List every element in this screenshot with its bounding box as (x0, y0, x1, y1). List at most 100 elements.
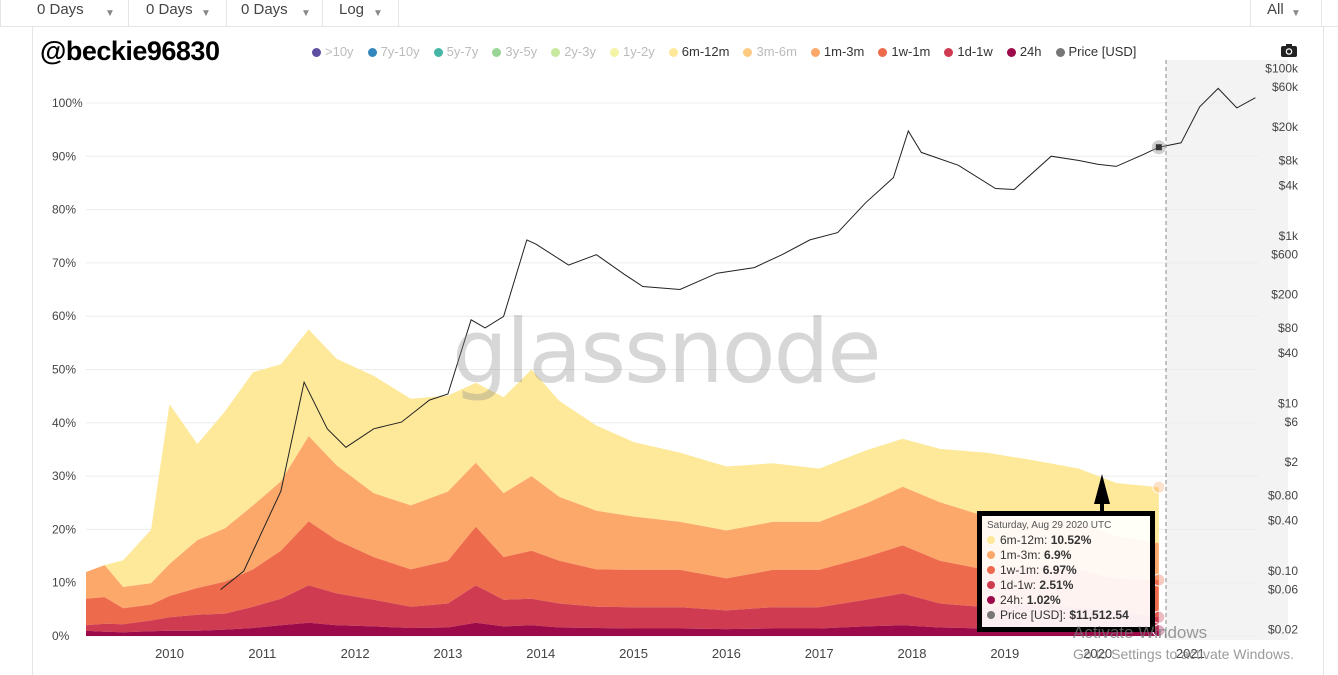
range-select-1-label: 0 Days (37, 1, 84, 18)
y-right-tick-label: $8k (1279, 153, 1299, 167)
tooltip-row: Price [USD]: $11,512.54 (987, 608, 1145, 623)
y-right-tick-label: $60k (1272, 80, 1299, 94)
legend-item[interactable]: 1w-1m (878, 44, 930, 59)
chevron-down-icon: ▼ (105, 8, 115, 19)
range-select-2[interactable]: 0 Days ▼ (129, 0, 227, 26)
toolbar: 0 Days ▼ 0 Days ▼ 0 Days ▼ Log ▼ All ▼ (0, 0, 1338, 27)
legend-item[interactable]: 1y-2y (609, 44, 655, 59)
legend-item[interactable]: 7y-10y (367, 44, 420, 59)
y-right-tick-label: $2 (1285, 455, 1299, 469)
tooltip-value: 6.9% (1044, 548, 1072, 562)
legend-dot-icon (433, 48, 443, 57)
tooltip-label: 1w-1m: (1000, 563, 1043, 577)
chart-panel (32, 27, 1324, 675)
x-tick-label: 2011 (248, 646, 276, 661)
tooltip-dot-icon (987, 596, 995, 604)
legend-label: 24h (1019, 44, 1042, 59)
y-right-tick-label: $0.40 (1268, 514, 1298, 528)
chart-legend: >10y 7y-10y 5y-7y 3y-5y 2y-3y 1y-2y 6m-12m 3m-6… (312, 44, 1150, 62)
x-tick-label: 2010 (155, 646, 184, 661)
x-tick-label: 2012 (341, 646, 370, 661)
legend-label: 5y-7y (446, 44, 479, 59)
x-tick-label: 2019 (990, 646, 1019, 661)
activate-windows-hint: Go to Settings to activate Windows. (1073, 646, 1294, 662)
range-select-3[interactable]: 0 Days ▼ (227, 0, 323, 26)
tooltip-dot-icon (987, 536, 995, 544)
legend-label: >10y (325, 44, 354, 59)
tooltip-dot-icon (987, 581, 995, 589)
legend-item[interactable]: 5y-7y (433, 44, 479, 59)
x-tick-label: 2021 (1176, 646, 1205, 661)
price-line (220, 87, 1256, 590)
tooltip-dot-icon (987, 611, 995, 619)
username-overlay: @beckie96830 (40, 36, 220, 66)
chart-tooltip: Saturday, Aug 29 2020 UTC 6m-12m: 10.52%… (977, 511, 1155, 632)
camera-icon[interactable] (1281, 44, 1297, 57)
tooltip-label: 24h: (1000, 593, 1027, 607)
legend-item[interactable]: Price [USD] (1055, 44, 1136, 59)
period-select[interactable]: All ▼ (1250, 0, 1322, 26)
y-right-tick-label: $4k (1279, 179, 1299, 193)
tooltip-row: 6m-12m: 10.52% (987, 533, 1145, 548)
legend-label: 3m-6m (756, 44, 797, 59)
annotation-arrow-icon (1094, 474, 1110, 514)
area-1m-3m (86, 436, 1159, 609)
y-right-tick-label: $0.80 (1268, 488, 1298, 502)
range-select-3-label: 0 Days (241, 1, 288, 18)
y-left-tick-label: 80% (52, 203, 76, 217)
chevron-down-icon: ▼ (301, 8, 311, 19)
area-6m-12m (86, 329, 1159, 587)
legend-item[interactable]: >10y (312, 44, 354, 59)
y-right-tick-label: $100k (1265, 62, 1299, 76)
legend-item[interactable]: 2y-3y (551, 44, 596, 59)
legend-dot-icon (1055, 48, 1065, 57)
legend-item[interactable]: 1d-1w (944, 44, 993, 59)
y-left-tick-label: 20% (52, 522, 76, 536)
legend-item[interactable]: 1m-3m (810, 44, 865, 59)
series-hover-marker (1152, 480, 1166, 494)
legend-item[interactable]: 3m-6m (743, 44, 797, 59)
y-left-tick-label: 60% (52, 309, 76, 323)
tooltip-row: 1w-1m: 6.97% (987, 563, 1145, 578)
y-left-tick-label: 30% (52, 469, 76, 483)
scale-select-label: Log (339, 1, 365, 18)
legend-label: 6m-12m (681, 44, 730, 59)
y-left-tick-label: 10% (52, 576, 76, 590)
legend-label: 1d-1w (957, 44, 993, 59)
legend-label: 1y-2y (622, 44, 655, 59)
y-right-tick-label: $20k (1272, 120, 1299, 134)
tooltip-dot-icon (987, 566, 995, 574)
legend-dot-icon (367, 48, 377, 57)
legend-item[interactable]: 3y-5y (492, 44, 537, 59)
chevron-down-icon: ▼ (201, 8, 211, 19)
tooltip-label: Price [USD]: (1000, 608, 1070, 622)
legend-item[interactable]: 6m-12m (668, 44, 730, 59)
y-right-tick-label: $80 (1278, 321, 1298, 335)
legend-dot-icon (609, 48, 619, 57)
x-tick-label: 2017 (805, 646, 834, 661)
chevron-down-icon: ▼ (373, 8, 383, 19)
price-hover-marker (1155, 144, 1162, 151)
legend-dot-icon (1006, 48, 1016, 57)
tooltip-row: 1m-3m: 6.9% (987, 548, 1145, 563)
legend-dot-icon (668, 48, 678, 57)
legend-label: 1m-3m (823, 44, 865, 59)
legend-dot-icon (810, 48, 820, 57)
activate-windows-title: Activate Windows (1073, 623, 1208, 642)
legend-dot-icon (312, 48, 321, 57)
tooltip-row: 1d-1w: 2.51% (987, 578, 1145, 593)
hover-band (1166, 60, 1288, 640)
y-right-tick-label: $0.02 (1268, 623, 1298, 637)
y-left-tick-label: 40% (52, 416, 76, 430)
legend-item[interactable]: 24h (1006, 44, 1042, 59)
legend-label: 7y-10y (380, 44, 420, 59)
range-select-1[interactable]: 0 Days ▼ (0, 0, 129, 26)
scale-select[interactable]: Log ▼ (323, 0, 399, 26)
x-tick-label: 2014 (526, 646, 555, 661)
y-right-tick-label: $600 (1271, 248, 1298, 262)
legend-dot-icon (743, 48, 753, 57)
tooltip-value: 1.02% (1026, 593, 1061, 607)
area-24h (86, 622, 1159, 636)
y-right-tick-label: $0.10 (1268, 564, 1298, 578)
